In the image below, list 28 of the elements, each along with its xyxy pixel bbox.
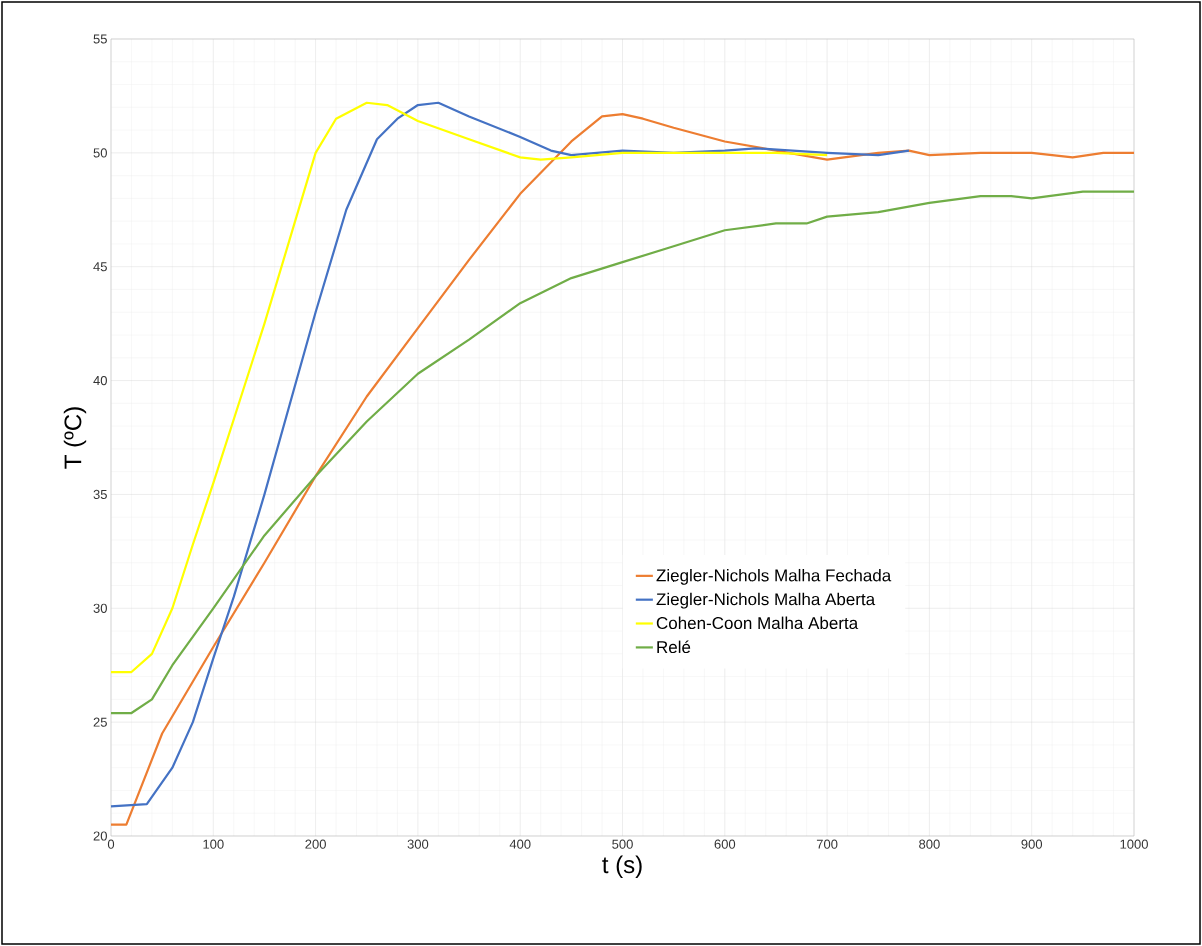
line-series [109,113,1136,826]
y-tick-label: 30 [93,603,107,613]
x-tick-label: 900 [1021,839,1043,849]
y-tick-label: 50 [93,148,107,158]
x-tick-label: 0 [107,839,115,849]
x-tick-label: 400 [509,839,531,849]
y-tick-label: 40 [93,375,107,386]
legend-label: Cohen-Coon Malha Aberta [656,616,859,630]
y-tick-label: 20 [93,831,107,841]
x-tick-label: 300 [407,839,429,849]
y-tick-label: 55 [93,34,107,44]
legend-label: Ziegler-Nichols Malha Fechada [656,568,892,585]
x-tick-label: 500 [612,839,633,849]
x-axis-title: t (s) [602,855,642,878]
y-tick-label: 35 [93,489,107,500]
line-series [109,101,911,808]
x-tick-label: 1000 [1120,839,1148,849]
legend-label: Relé [657,640,691,654]
x-tick-label: 600 [714,839,736,849]
y-tick-label: 25 [93,717,107,727]
y-axis-title: T (ºC) [63,407,87,469]
y-tick-label: 45 [93,262,107,272]
x-tick-label: 700 [816,839,838,849]
legend-label: Ziegler-Nichols Malha Aberta [656,592,876,609]
x-tick-label: 800 [919,839,940,849]
x-tick-label: 200 [305,839,326,849]
line-series [109,190,1136,715]
x-tick-label: 100 [203,839,224,849]
